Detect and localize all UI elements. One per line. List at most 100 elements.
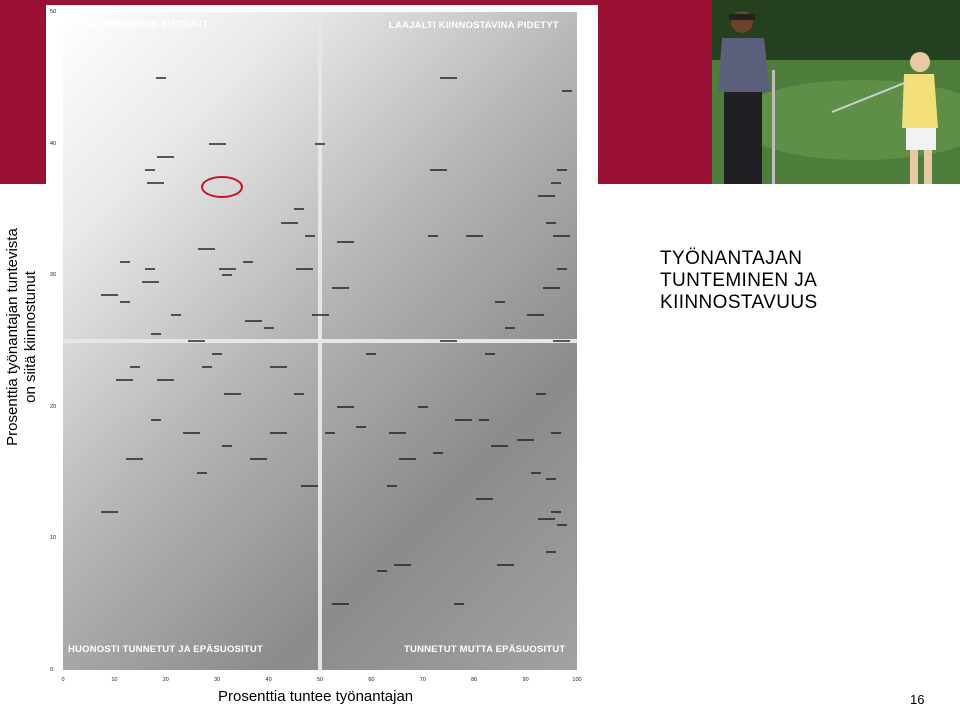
data-point [157,155,175,158]
x-tick-label: 20 [162,677,169,683]
data-point [546,550,557,553]
data-point [157,379,175,382]
data-point [527,313,545,316]
data-point [429,168,447,171]
data-point [551,432,562,435]
slide-heading-line-3: KIINNOSTAVUUS [660,292,818,313]
x-tick-label: 50 [316,677,324,683]
data-point [150,333,161,336]
data-point [198,247,216,250]
data-point [243,261,254,264]
data-point [301,484,319,487]
data-point [556,267,567,270]
data-point [440,76,457,79]
data-point [337,241,355,244]
data-point [356,425,367,428]
data-point [393,563,411,566]
data-point [440,340,457,342]
x-tick-label: 40 [265,677,272,683]
y-axis-title-line-1: Prosenttia työnantajan tuntevista [4,228,21,446]
y-axis-title-line-2: on siitä kiinnostunut [22,271,39,403]
data-point [494,300,505,303]
data-point [183,432,200,435]
y-tick-label: 30 [50,272,57,279]
data-point [465,234,483,237]
data-point [201,366,212,369]
y-axis-title: Prosenttia työnantajan tuntevista on sii… [4,207,48,467]
data-point [417,405,428,408]
data-point [479,418,490,421]
data-point [546,478,557,481]
data-point [196,471,207,474]
x-tick-label: 90 [522,677,529,683]
data-point [536,392,547,395]
data-point [222,445,233,448]
x-tick-label: 70 [419,677,426,683]
x-tick-label: 80 [471,677,478,683]
data-point [332,603,350,606]
data-point [100,511,118,514]
data-point [145,267,156,270]
data-point [119,261,130,264]
data-point [561,89,572,92]
data-point [208,142,226,145]
data-point [428,234,439,237]
data-point [244,320,262,323]
golfers-photo-icon [712,0,960,184]
data-point [218,267,236,270]
data-point [537,195,555,198]
data-point [388,432,406,435]
data-point [505,326,516,329]
golfers-photo [712,0,960,184]
quadrant-label-top-right: LAAJALTI KIINNOSTAVINA PIDETYT [389,20,559,31]
data-point [222,274,233,277]
data-point [315,142,325,145]
data-point [551,182,562,185]
y-tick-label: 40 [50,140,57,147]
data-point [280,221,298,224]
y-tick-label: 10 [50,535,57,542]
quadrant-label-bottom-left: HUONOSTI TUNNETUT JA EPÄSUOSITUT [68,644,263,655]
data-point [553,234,571,237]
data-point [150,418,161,421]
data-point [455,418,473,421]
data-point [386,484,397,487]
data-point [294,392,305,395]
data-point [553,340,571,342]
data-point [129,366,140,369]
data-point [546,221,557,224]
data-point [270,366,288,369]
x-tick-label: 60 [368,677,375,683]
data-point [116,379,134,382]
x-tick-label: 0 [61,677,65,683]
data-point [376,570,387,573]
slide-heading-line-1: TYÖNANTAJAN [660,248,803,269]
slide-heading: TYÖNANTAJAN TUNTEMINEN JA KIINNOSTAVUUS [660,248,920,314]
data-point [147,182,165,185]
data-point [484,353,495,356]
data-point [556,168,567,171]
data-point [517,438,535,441]
data-point [325,432,336,435]
data-point [141,280,159,283]
data-point [171,313,182,316]
data-point [270,432,288,435]
data-point [249,458,267,461]
x-tick-label: 100 [572,677,582,683]
data-point [145,168,156,171]
data-point [556,524,567,527]
quadrant-label-bottom-right: TUNNETUT MUTTA EPÄSUOSITUT [404,644,566,655]
data-point [542,287,560,290]
data-point [294,208,305,211]
data-point [126,458,144,461]
data-point [433,451,444,454]
data-point [155,76,166,79]
highlighted-point-circle [201,176,244,199]
data-point [224,392,242,395]
quadrant-label-top-left: PIENTEN RYHMIEN SUOSIKIT [68,19,208,30]
data-point [100,293,118,296]
data-point [311,313,329,316]
data-point [366,353,377,356]
data-point [337,405,355,408]
slide-heading-line-2: TUNTEMINEN JA [660,270,818,291]
